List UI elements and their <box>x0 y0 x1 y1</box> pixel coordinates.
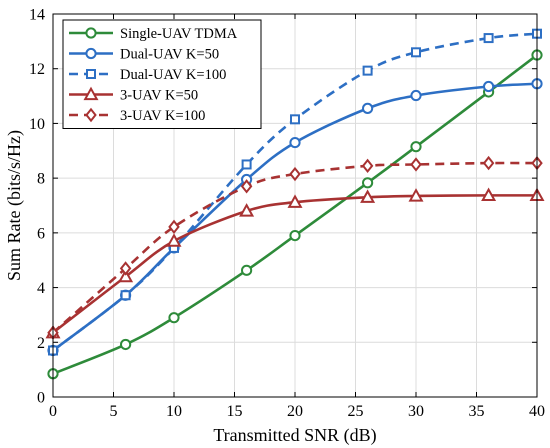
legend: Single-UAV TDMA Dual-UAV K=50 Dual-UAV K=1… <box>62 19 262 129</box>
data-point <box>241 264 253 276</box>
y-axis-label: Sum Rate (bits/s/Hz) <box>4 130 25 281</box>
x-tick-label: 30 <box>408 403 424 420</box>
legend-entry: Dual-UAV K=100 <box>69 67 226 83</box>
axis-ticks: 0 5 10 15 20 25 30 35 40 0 2 4 6 8 10 12 14 <box>29 7 545 421</box>
legend-marker <box>86 69 96 79</box>
y-tick-label: 8 <box>37 171 45 188</box>
data-point <box>483 80 495 93</box>
data-point <box>166 233 182 247</box>
legend-marker <box>83 86 99 101</box>
y-tick-label: 2 <box>37 335 45 352</box>
data-point <box>410 141 422 153</box>
legend-entry: 3-UAV K=100 <box>69 107 205 124</box>
y-tick-label: 12 <box>29 61 45 78</box>
data-point <box>408 188 424 202</box>
x-tick-label: 40 <box>529 403 545 420</box>
legend-marker <box>85 107 97 123</box>
data-point <box>362 177 374 189</box>
data-point <box>239 203 255 217</box>
data-point <box>287 194 303 208</box>
data-point <box>118 268 134 283</box>
data-point <box>362 102 374 114</box>
data-point <box>482 155 495 171</box>
data-point <box>411 47 421 58</box>
y-tick-label: 10 <box>29 116 45 133</box>
legend-label: Dual-UAV K=50 <box>120 47 219 63</box>
x-tick-label: 10 <box>166 403 182 420</box>
data-point <box>410 89 422 102</box>
series-2 <box>48 28 542 356</box>
data-point <box>289 229 301 242</box>
legend-entry: 3-UAV K=50 <box>69 86 198 104</box>
data-point <box>410 157 422 172</box>
data-point <box>241 159 252 170</box>
data-point <box>290 114 300 125</box>
data-point <box>120 338 132 351</box>
x-axis-label: Transmitted SNR (dB) <box>213 425 376 446</box>
y-tick-label: 4 <box>37 280 45 297</box>
legend-label: Dual-UAV K=100 <box>120 67 226 83</box>
x-tick-label: 35 <box>469 403 485 420</box>
data-point <box>362 65 373 76</box>
legend-marker <box>85 27 97 39</box>
x-tick-label: 25 <box>348 403 364 420</box>
data-point <box>119 261 132 276</box>
legend-label: 3-UAV K=50 <box>120 88 198 104</box>
legend-label: Single-UAV TDMA <box>120 26 238 42</box>
legend-entry: Dual-UAV K=50 <box>69 47 219 63</box>
data-point <box>240 179 253 194</box>
data-point <box>168 312 180 324</box>
data-point <box>481 187 497 202</box>
data-point <box>361 158 374 174</box>
data-point <box>360 189 376 203</box>
series-line <box>52 32 538 352</box>
x-tick-label: 20 <box>287 403 303 420</box>
series-3 <box>45 187 545 339</box>
x-tick-label: 5 <box>110 403 118 420</box>
y-tick-label: 14 <box>29 7 45 24</box>
x-tick-label: 0 <box>49 403 57 420</box>
data-point <box>289 136 301 149</box>
legend-marker <box>85 47 97 60</box>
legend-entry: Single-UAV TDMA <box>69 26 238 42</box>
data-point <box>483 33 494 44</box>
y-tick-label: 0 <box>37 390 45 407</box>
legend-label: 3-UAV K=100 <box>120 108 205 124</box>
data-point <box>168 219 180 235</box>
data-point <box>289 166 301 182</box>
data-point <box>120 290 131 301</box>
series-4 <box>47 155 543 340</box>
x-tick-label: 15 <box>227 403 243 420</box>
y-tick-label: 6 <box>37 225 45 242</box>
series-layer <box>45 28 545 380</box>
